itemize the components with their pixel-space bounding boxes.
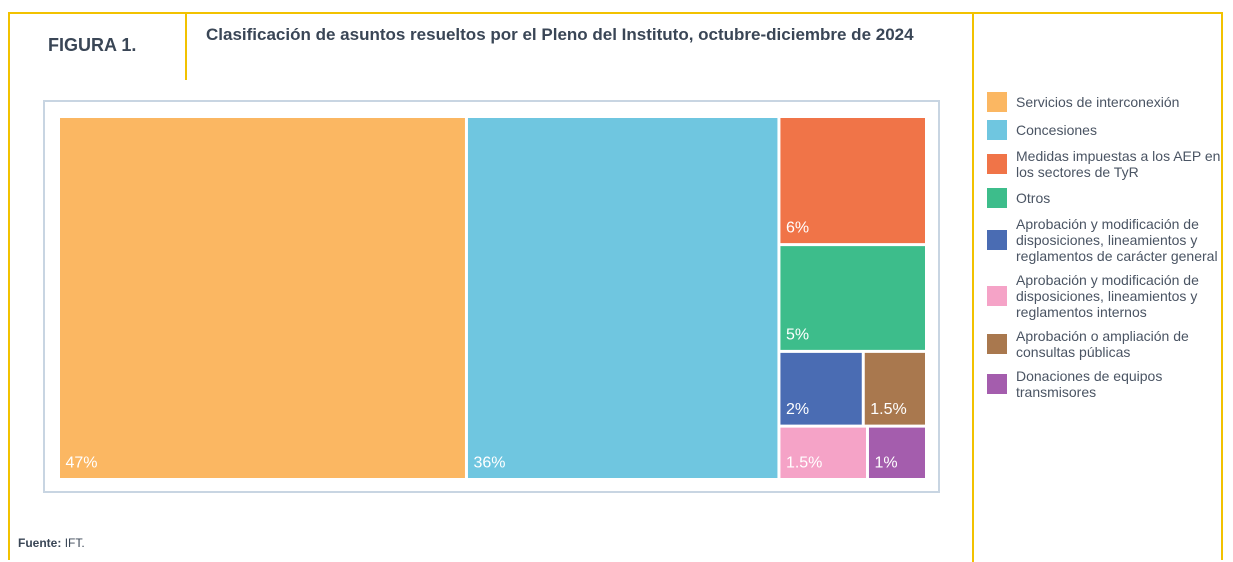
- divider: [972, 12, 974, 562]
- legend-label: Aprobación o ampliación de consultas púb…: [1016, 328, 1189, 360]
- legend-label: Medidas impuestas a los AEP en los secto…: [1016, 148, 1221, 180]
- value-label: 1.5%: [786, 455, 822, 472]
- legend-swatch: [987, 374, 1007, 394]
- legend-item: Concesiones: [987, 120, 1223, 140]
- value-label: 36%: [473, 455, 505, 472]
- legend-swatch: [987, 120, 1007, 140]
- legend: Servicios de interconexión Concesiones Med…: [987, 92, 1223, 408]
- tile: [864, 352, 925, 425]
- tile: [868, 427, 925, 478]
- legend-swatch: [987, 154, 1007, 174]
- legend-item: Donaciones de equipos transmisores: [987, 368, 1223, 400]
- value-label: 5%: [786, 326, 809, 343]
- tile: [780, 246, 925, 350]
- legend-swatch: [987, 188, 1007, 208]
- tile: [780, 352, 862, 425]
- legend-item: Aprobación y modificación de disposicion…: [987, 216, 1223, 264]
- legend-label: Donaciones de equipos transmisores: [1016, 368, 1163, 400]
- plot-frame: [43, 100, 940, 493]
- legend-item: Aprobación o ampliación de consultas púb…: [987, 328, 1223, 360]
- legend-swatch: [987, 230, 1007, 250]
- legend-swatch: [987, 92, 1007, 112]
- legend-label: Otros: [1016, 190, 1051, 206]
- value-label: 47%: [66, 455, 98, 472]
- legend-label: Aprobación y modificación de disposicion…: [1016, 216, 1218, 264]
- tile: [780, 118, 925, 244]
- figure-label: FIGURA 1.: [48, 35, 137, 55]
- tile: [60, 118, 465, 478]
- chart-title: Clasificación de asuntos resueltos por e…: [206, 25, 914, 44]
- value-label: 2%: [786, 401, 809, 418]
- value-label: 1.5%: [870, 401, 906, 418]
- divider: [185, 12, 187, 80]
- source: Fuente: IFT.: [18, 536, 85, 550]
- legend-item: Servicios de interconexión: [987, 92, 1223, 112]
- value-label: 1%: [874, 455, 897, 472]
- treemap: 47% 36% 6% 5% 2% 1.5% 1.5% 1%: [60, 118, 925, 478]
- tile: [780, 427, 866, 478]
- legend-swatch: [987, 334, 1007, 354]
- legend-swatch: [987, 286, 1007, 306]
- frame: [8, 12, 1223, 560]
- source-label: Fuente:: [18, 536, 62, 550]
- tile: [467, 118, 778, 478]
- value-label: 6%: [786, 220, 809, 237]
- legend-item: Otros: [987, 188, 1223, 208]
- legend-item: Aprobación y modificación de disposicion…: [987, 272, 1223, 320]
- legend-label: Servicios de interconexión: [1016, 94, 1180, 110]
- legend-label: Aprobación y modificación de disposicion…: [1016, 272, 1199, 320]
- source-text: IFT.: [64, 536, 85, 550]
- legend-label: Concesiones: [1016, 122, 1097, 138]
- legend-item: Medidas impuestas a los AEP en los secto…: [987, 148, 1223, 180]
